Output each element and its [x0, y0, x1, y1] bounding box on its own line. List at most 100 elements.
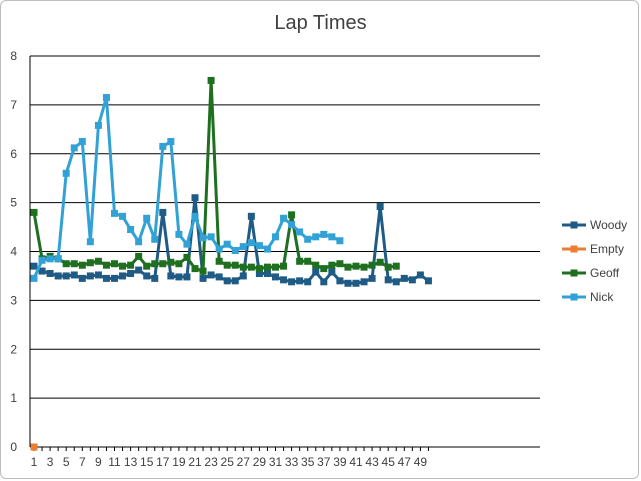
data-point [328, 261, 336, 269]
data-point [30, 262, 38, 270]
x-tick-label: 15 [140, 455, 154, 469]
data-point [191, 265, 199, 273]
x-tick-label: 31 [269, 455, 283, 469]
data-point [231, 277, 239, 285]
data-point [94, 257, 102, 265]
x-tick-label: 41 [349, 455, 363, 469]
data-point [111, 260, 118, 268]
series-geoff [30, 76, 400, 275]
data-point [424, 277, 432, 285]
data-point [38, 267, 46, 275]
data-point [336, 277, 344, 285]
data-point [191, 212, 199, 220]
y-tick-label: 2 [10, 342, 17, 356]
data-point [159, 142, 167, 150]
data-point [199, 274, 207, 282]
data-point [247, 239, 255, 247]
data-point [376, 258, 384, 266]
data-point [288, 211, 296, 219]
data-point [143, 214, 151, 222]
x-tick-label: 33 [285, 455, 299, 469]
data-point [30, 443, 38, 451]
x-tick-label: 49 [414, 455, 428, 469]
data-point [127, 226, 135, 234]
data-point [86, 259, 94, 267]
data-point [280, 262, 288, 270]
data-point [159, 208, 167, 216]
data-point [167, 138, 175, 146]
data-point [304, 278, 312, 286]
data-point [62, 272, 70, 280]
legend-swatch-marker [570, 293, 578, 301]
data-point [167, 258, 175, 266]
data-point [111, 274, 118, 282]
data-point [46, 255, 54, 263]
y-axis-ticks: 0 1 2 3 4 5 6 7 8 [10, 49, 17, 454]
data-point [384, 276, 392, 284]
x-tick-label: 5 [63, 455, 70, 469]
data-point [78, 138, 86, 146]
x-tick-label: 43 [365, 455, 379, 469]
data-point [312, 233, 320, 241]
data-point [175, 273, 183, 281]
y-tick-label: 1 [10, 391, 17, 405]
data-point [167, 272, 175, 280]
data-point [183, 240, 191, 248]
data-point [183, 273, 191, 281]
data-point [78, 274, 86, 282]
data-point [94, 121, 102, 129]
x-tick-label: 37 [317, 455, 331, 469]
x-tick-label: 45 [382, 455, 396, 469]
data-point [143, 272, 151, 280]
data-point [102, 94, 110, 102]
data-point [288, 221, 296, 229]
data-point [360, 263, 368, 271]
data-point [223, 277, 231, 285]
data-point [143, 262, 151, 270]
x-tick-label: 17 [156, 455, 170, 469]
data-point [127, 261, 135, 269]
data-point [102, 261, 110, 269]
legend-entry-nick: Nick [562, 290, 614, 304]
data-point [86, 238, 94, 246]
data-point [119, 262, 127, 270]
series-nick [30, 94, 344, 282]
data-point [119, 272, 127, 280]
data-point [408, 276, 416, 284]
data-point [199, 234, 207, 242]
data-point [416, 271, 424, 279]
data-point [151, 260, 159, 268]
data-point [328, 233, 336, 241]
x-tick-label: 3 [47, 455, 54, 469]
data-point [215, 257, 223, 265]
data-point [352, 279, 360, 287]
data-point [255, 265, 263, 273]
data-point [78, 261, 86, 269]
data-point [135, 266, 143, 274]
data-point [263, 245, 271, 253]
data-point [46, 269, 54, 277]
data-point [312, 268, 320, 276]
data-point [296, 277, 304, 285]
data-point [263, 269, 271, 277]
y-tick-label: 5 [10, 196, 17, 210]
data-point [175, 230, 183, 238]
data-point [376, 203, 384, 211]
data-point [94, 271, 102, 279]
data-point [312, 261, 320, 269]
series-layer [30, 76, 432, 451]
legend-label: Empty [590, 242, 624, 256]
series-empty [30, 443, 38, 451]
data-point [159, 260, 167, 268]
data-point [320, 230, 328, 238]
data-point [255, 269, 263, 277]
data-point [239, 243, 247, 251]
data-point [207, 76, 215, 84]
data-point [102, 274, 110, 282]
data-point [231, 261, 239, 269]
data-point [280, 214, 288, 222]
data-point [151, 235, 159, 243]
legend-swatch-marker [570, 245, 578, 253]
x-tick-label: 29 [253, 455, 267, 469]
